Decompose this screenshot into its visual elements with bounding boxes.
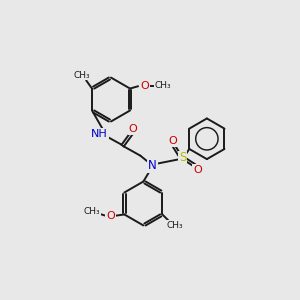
Text: CH₃: CH₃ (154, 81, 171, 90)
Text: CH₃: CH₃ (83, 207, 100, 216)
Text: O: O (129, 124, 138, 134)
Text: O: O (106, 211, 115, 220)
Text: O: O (193, 164, 202, 175)
Text: O: O (168, 136, 177, 146)
Text: N: N (148, 159, 157, 172)
Text: CH₃: CH₃ (166, 221, 183, 230)
Text: O: O (140, 81, 149, 91)
Text: S: S (179, 152, 186, 164)
Text: NH: NH (91, 129, 108, 139)
Text: CH₃: CH₃ (74, 71, 91, 80)
